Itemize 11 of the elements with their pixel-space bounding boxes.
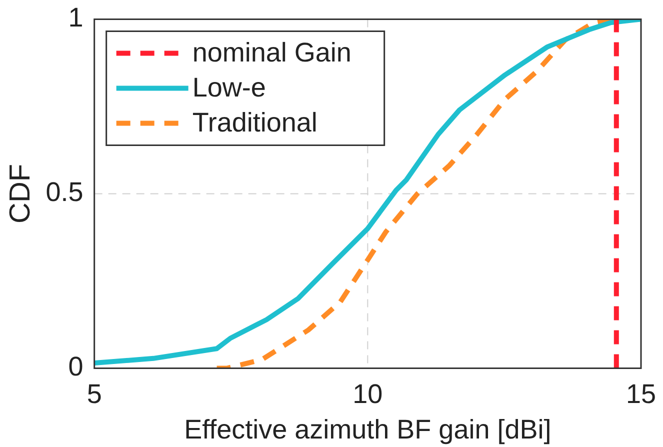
x-axis-title: Effective azimuth BF gain [dBi]: [184, 414, 552, 444]
legend-label: Traditional: [192, 108, 318, 138]
y-tick-label: 0.5: [46, 177, 84, 208]
x-tick-label: 10: [352, 378, 383, 409]
y-tick-label: 0: [68, 352, 84, 382]
x-tick-label: 15: [626, 378, 656, 409]
legend-label: Low-e: [192, 72, 266, 103]
x-tick-label: 5: [86, 378, 102, 409]
y-tick-label: 1: [68, 2, 84, 33]
legend-label: nominal Gain: [192, 38, 352, 68]
y-axis-title: CDF: [4, 164, 36, 224]
